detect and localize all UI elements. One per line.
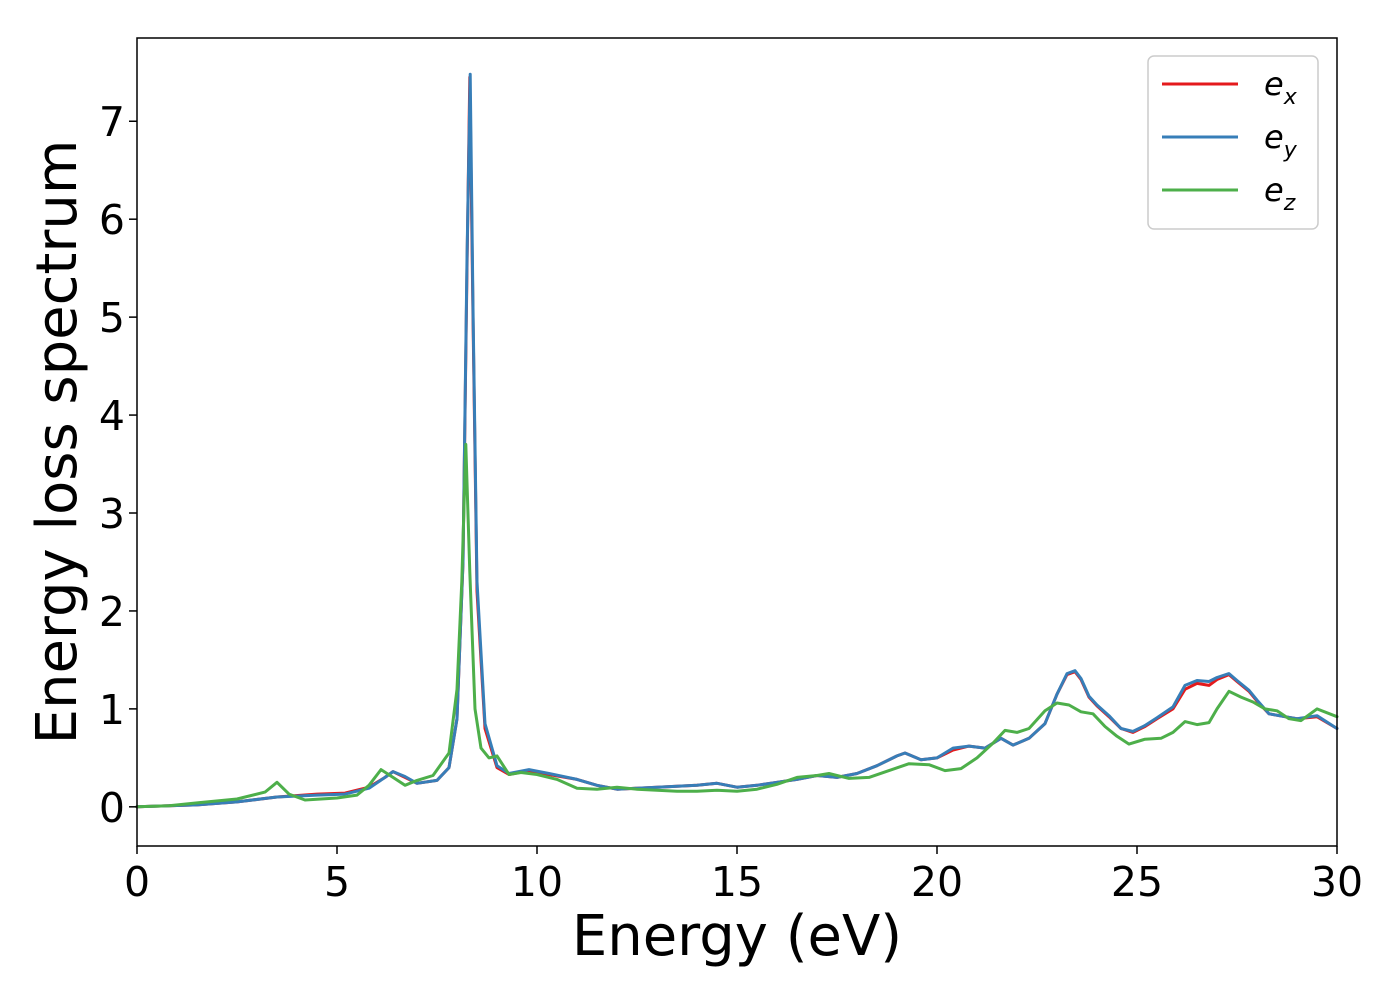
x-tick-label: 0 xyxy=(124,858,150,906)
y-tick-label: 0 xyxy=(99,784,125,832)
y-axis: 0 1 2 3 4 5 6 7 xyxy=(99,98,137,832)
x-axis: 0 5 10 15 20 25 30 xyxy=(124,846,1363,906)
y-tick-label: 3 xyxy=(99,490,125,538)
y-tick-label: 2 xyxy=(99,588,125,636)
series-line-ey xyxy=(135,72,1339,809)
y-tick-label: 4 xyxy=(99,392,125,440)
y-tick-label: 7 xyxy=(99,98,125,146)
x-tick-label: 15 xyxy=(711,858,763,906)
x-tick-label: 30 xyxy=(1311,858,1363,906)
y-axis-label: Energy loss spectrum xyxy=(25,140,90,745)
x-tick-label: 25 xyxy=(1111,858,1163,906)
y-tick-label: 6 xyxy=(99,196,125,244)
series-line-ez xyxy=(135,442,1339,809)
x-axis-label: Energy (eV) xyxy=(572,904,902,969)
x-tick-label: 10 xyxy=(511,858,563,906)
x-tick-label: 20 xyxy=(911,858,963,906)
x-tick-label: 5 xyxy=(324,858,350,906)
series-layer xyxy=(135,72,1339,809)
y-tick-label: 1 xyxy=(99,686,125,734)
y-tick-label: 5 xyxy=(99,294,125,342)
legend-frame xyxy=(1147,55,1319,230)
